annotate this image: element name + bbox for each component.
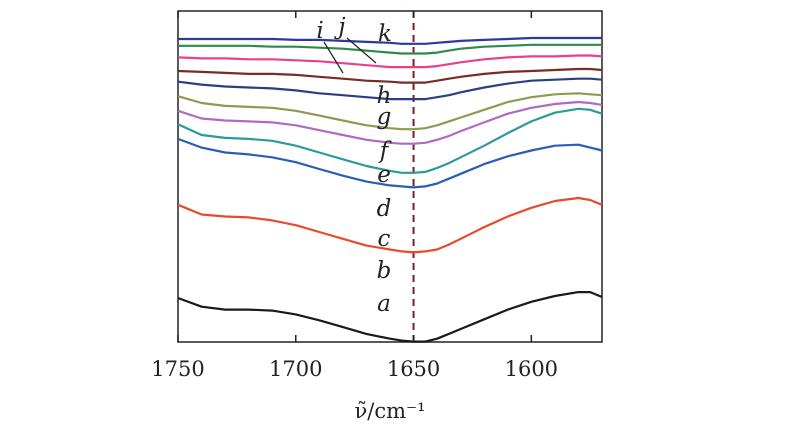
curve-label-g: g	[377, 104, 392, 130]
x-tick-label: 1650	[387, 357, 440, 381]
curve-i	[177, 54, 603, 69]
curve-label-a: a	[377, 291, 391, 317]
curve-label-e: e	[377, 162, 391, 188]
curve-label-d: d	[377, 196, 392, 222]
curve-g	[177, 77, 603, 101]
leader-line-j	[346, 37, 377, 64]
x-tick-label: 1600	[505, 357, 558, 381]
curve-label-h: h	[377, 83, 392, 109]
curve-label-b: b	[377, 258, 392, 284]
x-tick-label: 1750	[151, 357, 204, 381]
curve-label-i: i	[316, 18, 323, 44]
curve-label-f: f	[378, 138, 392, 164]
x-tick-label: 1700	[269, 357, 322, 381]
x-axis-ticks: 1750 1700 1650 1600	[151, 11, 558, 381]
curve-k	[178, 36, 602, 45]
curve-e	[177, 100, 603, 145]
x-axis-title: ν̃/cm⁻¹	[354, 399, 425, 423]
curve-label-k: k	[378, 21, 392, 47]
plot-frame	[177, 10, 603, 343]
spectra-curves	[177, 36, 603, 343]
curve-j	[178, 43, 602, 55]
curve-c	[177, 137, 603, 189]
leader-line-i	[323, 41, 344, 74]
curve-h	[177, 67, 603, 84]
curve-b	[177, 196, 603, 254]
label-leader-lines	[323, 37, 377, 74]
curve-f	[177, 92, 603, 131]
curve-d	[177, 107, 603, 174]
curve-label-j: j	[333, 14, 345, 40]
curve-label-c: c	[378, 226, 391, 252]
